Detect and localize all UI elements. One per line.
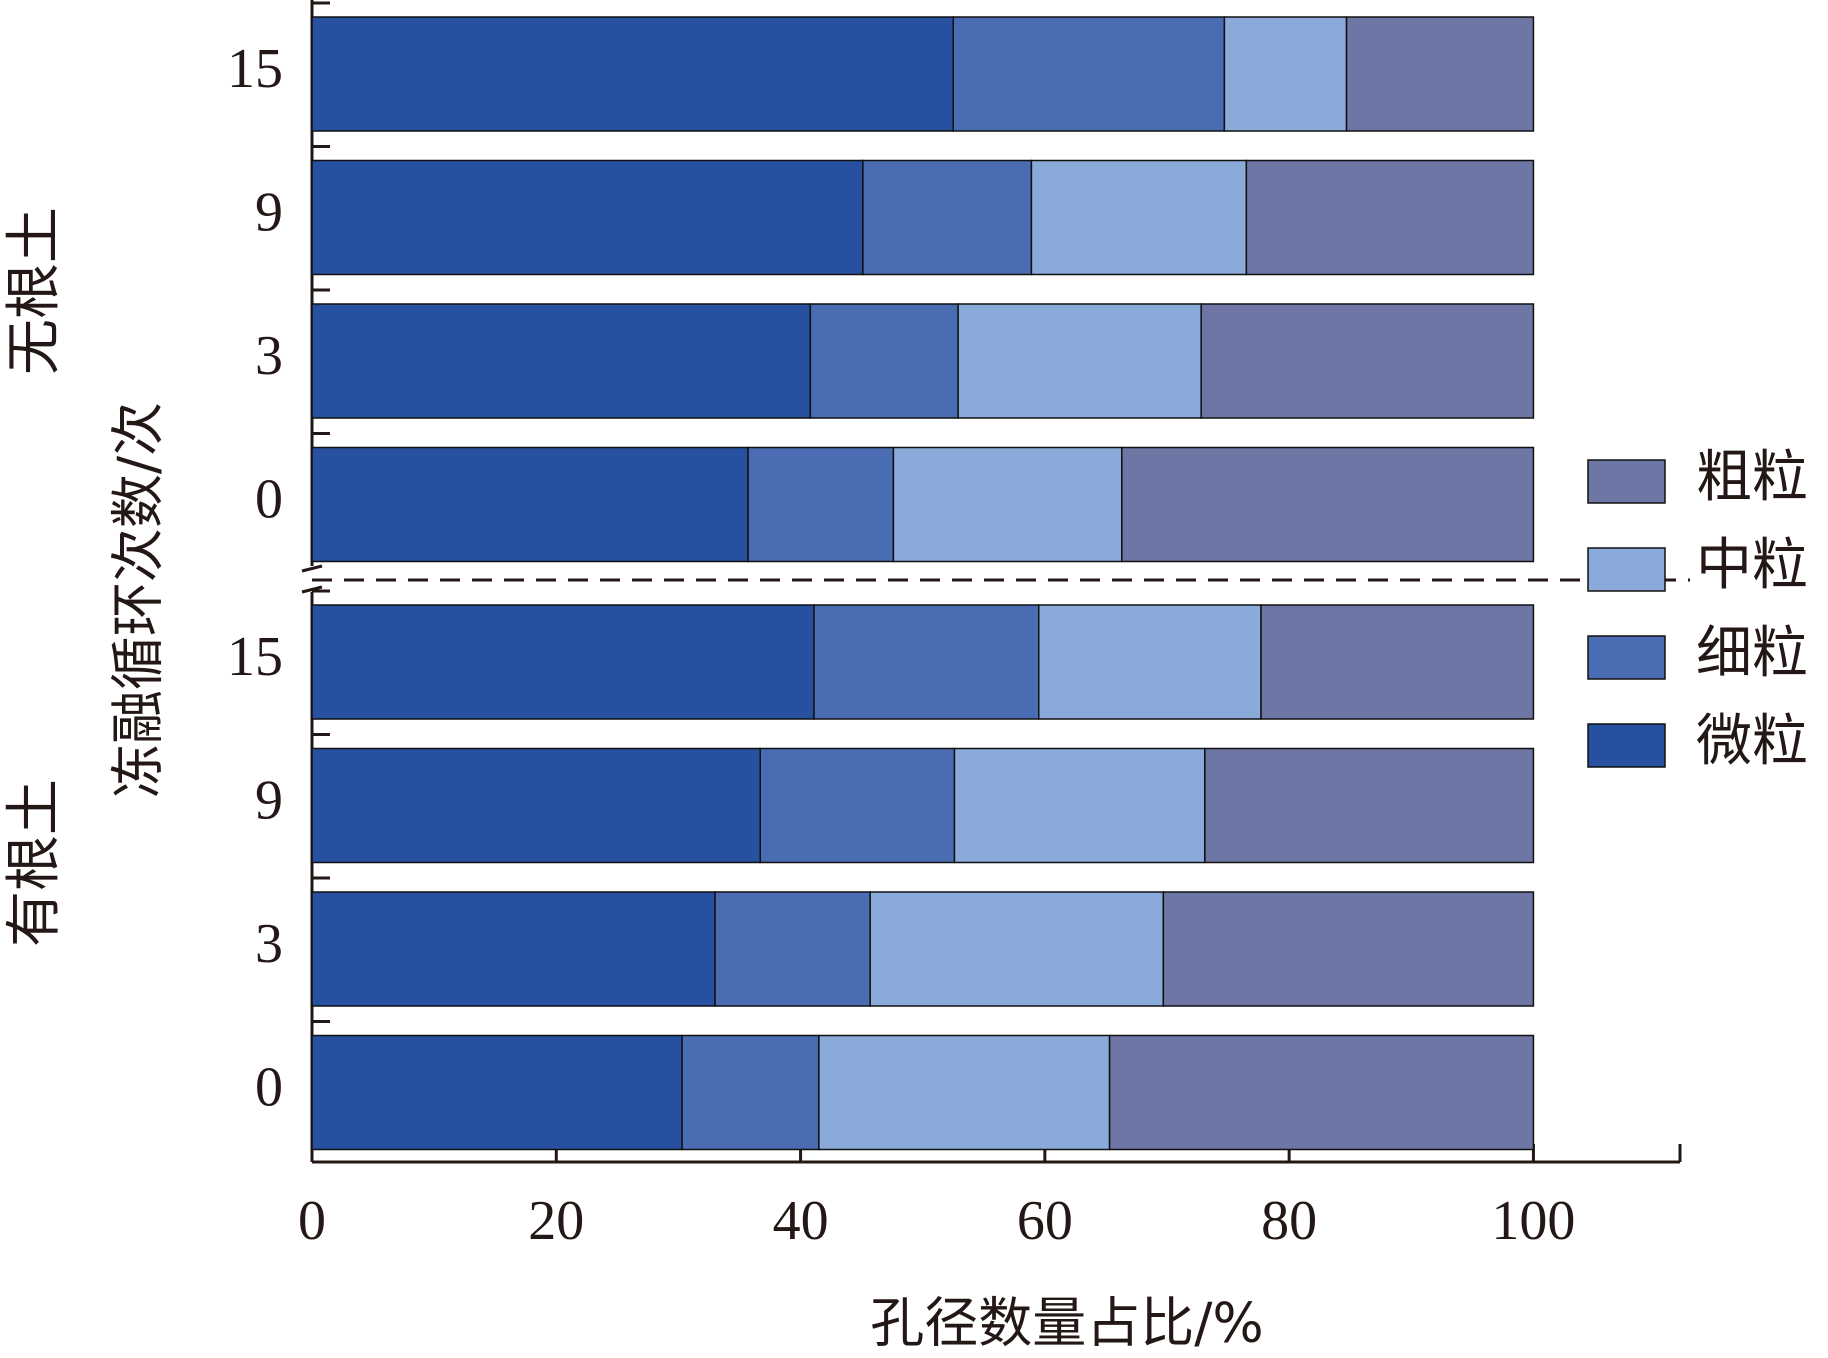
y-tick-label: 3 bbox=[255, 913, 283, 975]
bar-segment bbox=[311, 604, 815, 720]
x-axis-label: 孔径数量占比/% bbox=[870, 1292, 1264, 1355]
legend-swatch bbox=[1587, 547, 1666, 592]
legend-label: 粗粒 bbox=[1696, 445, 1808, 510]
bar-segment bbox=[957, 303, 1202, 419]
bar-segment bbox=[869, 891, 1165, 1007]
legend-swatch bbox=[1587, 459, 1666, 504]
group-label: 无根土 bbox=[2, 207, 67, 375]
bar-segment bbox=[1162, 891, 1535, 1007]
bar-segment bbox=[311, 446, 749, 563]
y-axis-label: 冻融循环次数/次 bbox=[107, 402, 170, 798]
bar-segment bbox=[311, 1034, 683, 1151]
bar-segment bbox=[311, 303, 812, 419]
bar-segment bbox=[809, 303, 959, 419]
bar-segment bbox=[1121, 446, 1535, 563]
y-tick-label: 15 bbox=[227, 626, 283, 688]
bar-segment bbox=[311, 891, 716, 1007]
bar-segment bbox=[818, 1034, 1111, 1151]
bar-segment bbox=[747, 446, 895, 563]
legend-label: 细粒 bbox=[1696, 621, 1808, 686]
y-tick-label: 3 bbox=[255, 325, 283, 387]
x-tick-label: 40 bbox=[773, 1190, 829, 1252]
x-tick-label: 60 bbox=[1017, 1190, 1073, 1252]
bar-segment bbox=[953, 747, 1206, 864]
bar-segment bbox=[1108, 1034, 1535, 1151]
legend-swatch bbox=[1587, 723, 1666, 768]
bar-segment bbox=[813, 604, 1040, 720]
y-tick-label: 15 bbox=[227, 38, 283, 100]
bar-segment bbox=[1200, 303, 1535, 419]
bar-segment bbox=[892, 446, 1123, 563]
bar-segment bbox=[1030, 159, 1248, 276]
bar-segment bbox=[759, 747, 956, 864]
y-tick-label: 0 bbox=[255, 468, 283, 530]
x-tick-label: 80 bbox=[1261, 1190, 1317, 1252]
group-label: 有根土 bbox=[2, 779, 67, 947]
bar-segment bbox=[862, 159, 1033, 276]
bar-segment bbox=[311, 159, 864, 276]
x-tick-label: 0 bbox=[298, 1190, 326, 1252]
bar-segment bbox=[1204, 747, 1535, 864]
legend-swatch bbox=[1587, 635, 1666, 680]
bar-segment bbox=[1260, 604, 1535, 720]
legend-label: 中粒 bbox=[1696, 533, 1808, 598]
y-tick-label: 0 bbox=[255, 1056, 283, 1118]
axis-break bbox=[301, 564, 323, 573]
x-tick-label: 20 bbox=[528, 1190, 584, 1252]
bar-segment bbox=[1245, 159, 1535, 276]
bar-segment bbox=[952, 16, 1226, 132]
bar-segment bbox=[311, 747, 762, 864]
x-tick-label: 100 bbox=[1491, 1190, 1575, 1252]
bar-segment bbox=[311, 16, 954, 132]
bar-segment bbox=[1038, 604, 1262, 720]
legend-label: 微粒 bbox=[1696, 709, 1808, 774]
bar-segment bbox=[681, 1034, 820, 1151]
y-tick-label: 9 bbox=[255, 181, 283, 243]
bar-segment bbox=[714, 891, 871, 1007]
bar-segment bbox=[1345, 16, 1535, 132]
y-tick-label: 9 bbox=[255, 769, 283, 831]
bar-segment bbox=[1223, 16, 1348, 132]
